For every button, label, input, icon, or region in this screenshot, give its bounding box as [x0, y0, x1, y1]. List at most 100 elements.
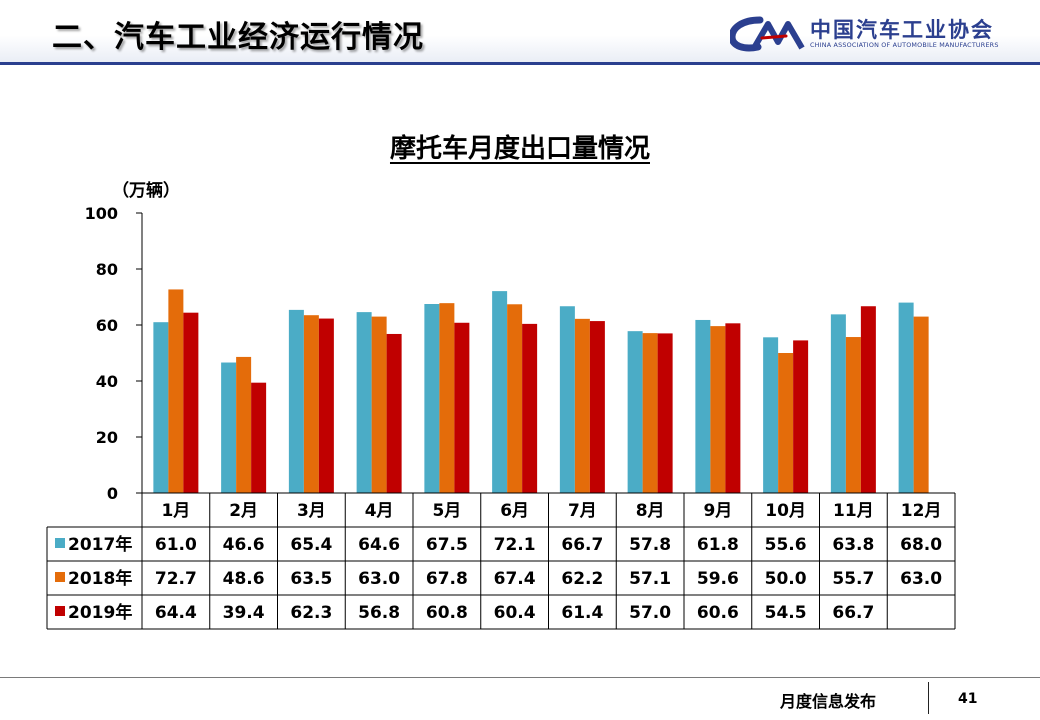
legend-label: 2017年	[68, 534, 132, 555]
x-tick-label: 8月	[636, 501, 665, 521]
chart-title: 摩托车月度出口量情况	[389, 134, 650, 164]
data-label: 57.1	[629, 569, 671, 589]
data-label: 60.8	[426, 603, 468, 623]
legend-swatch	[55, 538, 65, 548]
bar	[318, 318, 334, 493]
data-label: 62.2	[561, 569, 603, 589]
bar	[424, 304, 440, 493]
bar	[356, 312, 372, 493]
bar	[236, 356, 252, 493]
bar	[913, 316, 929, 493]
data-label: 67.5	[426, 535, 468, 555]
data-label: 67.8	[426, 569, 468, 589]
data-label: 63.8	[832, 535, 874, 555]
data-label: 60.6	[697, 603, 739, 623]
y-tick-label: 60	[96, 316, 118, 335]
data-label: 56.8	[358, 603, 400, 623]
data-label: 61.8	[697, 535, 739, 555]
data-label: 55.6	[765, 535, 807, 555]
data-label: 54.5	[765, 603, 807, 623]
x-tick-label: 7月	[568, 501, 597, 521]
bar	[454, 322, 470, 493]
footer-separator	[928, 682, 929, 714]
bar	[695, 319, 711, 493]
data-label: 61.0	[155, 535, 197, 555]
x-tick-label: 9月	[703, 501, 732, 521]
bar	[589, 321, 605, 493]
bar	[778, 353, 794, 493]
x-tick-label: 3月	[297, 501, 326, 521]
bar	[830, 314, 846, 493]
bar	[492, 291, 508, 493]
data-label: 63.0	[900, 569, 942, 589]
data-label: 63.0	[358, 569, 400, 589]
bar	[574, 318, 590, 493]
bar	[898, 302, 914, 493]
legend-swatch	[55, 572, 65, 582]
bar	[657, 333, 673, 493]
bar	[559, 306, 575, 493]
data-label: 59.6	[697, 569, 739, 589]
bar	[251, 382, 267, 493]
caam-logo: 中国汽车工业协会 CHINA ASSOCIATION OF AUTOMOBILE…	[730, 14, 1000, 56]
bar	[303, 315, 319, 493]
data-label: 68.0	[900, 535, 942, 555]
data-label: 62.3	[290, 603, 332, 623]
x-tick-label: 5月	[432, 501, 461, 521]
page-title: 二、汽车工业经济运行情况	[52, 20, 424, 55]
data-label: 66.7	[561, 535, 603, 555]
data-label: 57.0	[629, 603, 671, 623]
y-tick-label: 20	[96, 428, 118, 447]
bar	[507, 304, 523, 493]
x-tick-label: 12月	[901, 501, 942, 521]
legend-label: 2018年	[68, 568, 132, 589]
y-tick-label: 80	[96, 260, 118, 279]
data-label: 65.4	[290, 535, 332, 555]
legend-label: 2019年	[68, 602, 132, 623]
legend-swatch	[55, 606, 65, 616]
data-label: 72.1	[494, 535, 536, 555]
bar	[439, 303, 455, 493]
data-label: 72.7	[155, 569, 197, 589]
bar	[860, 306, 876, 493]
x-tick-label: 6月	[500, 501, 529, 521]
bar	[522, 323, 538, 493]
data-label: 50.0	[765, 569, 807, 589]
header-rule	[0, 62, 1040, 65]
data-label: 60.4	[494, 603, 536, 623]
data-label: 67.4	[494, 569, 536, 589]
data-label: 64.4	[155, 603, 197, 623]
data-label: 55.7	[832, 569, 874, 589]
bar	[168, 289, 184, 493]
y-tick-label: 40	[96, 372, 118, 391]
x-tick-label: 1月	[161, 501, 190, 521]
logo-en-name: CHINA ASSOCIATION OF AUTOMOBILE MANUFACT…	[810, 41, 999, 49]
data-label: 48.6	[223, 569, 265, 589]
bar	[153, 322, 169, 493]
bar	[627, 331, 643, 493]
bar	[288, 309, 304, 493]
bar	[710, 326, 726, 493]
bar	[793, 340, 809, 493]
bar	[221, 362, 237, 493]
y-tick-label: 0	[107, 484, 118, 503]
bar	[371, 316, 387, 493]
data-label: 57.8	[629, 535, 671, 555]
data-label: 39.4	[223, 603, 265, 623]
slide-header	[0, 0, 1040, 64]
x-tick-label: 2月	[229, 501, 258, 521]
footer-text: 月度信息发布	[780, 692, 877, 711]
logo-cn-name: 中国汽车工业协会	[810, 18, 994, 42]
data-label: 64.6	[358, 535, 400, 555]
data-label: 66.7	[832, 603, 874, 623]
data-label: 46.6	[223, 535, 265, 555]
x-tick-label: 11月	[833, 501, 874, 521]
caam-logo-mark	[730, 16, 805, 52]
page-number: 41	[958, 691, 978, 707]
data-label: 61.4	[561, 603, 603, 623]
y-tick-label: 100	[85, 204, 118, 223]
bar	[642, 333, 658, 493]
y-axis-label: （万辆）	[112, 180, 180, 201]
bar	[183, 312, 199, 493]
